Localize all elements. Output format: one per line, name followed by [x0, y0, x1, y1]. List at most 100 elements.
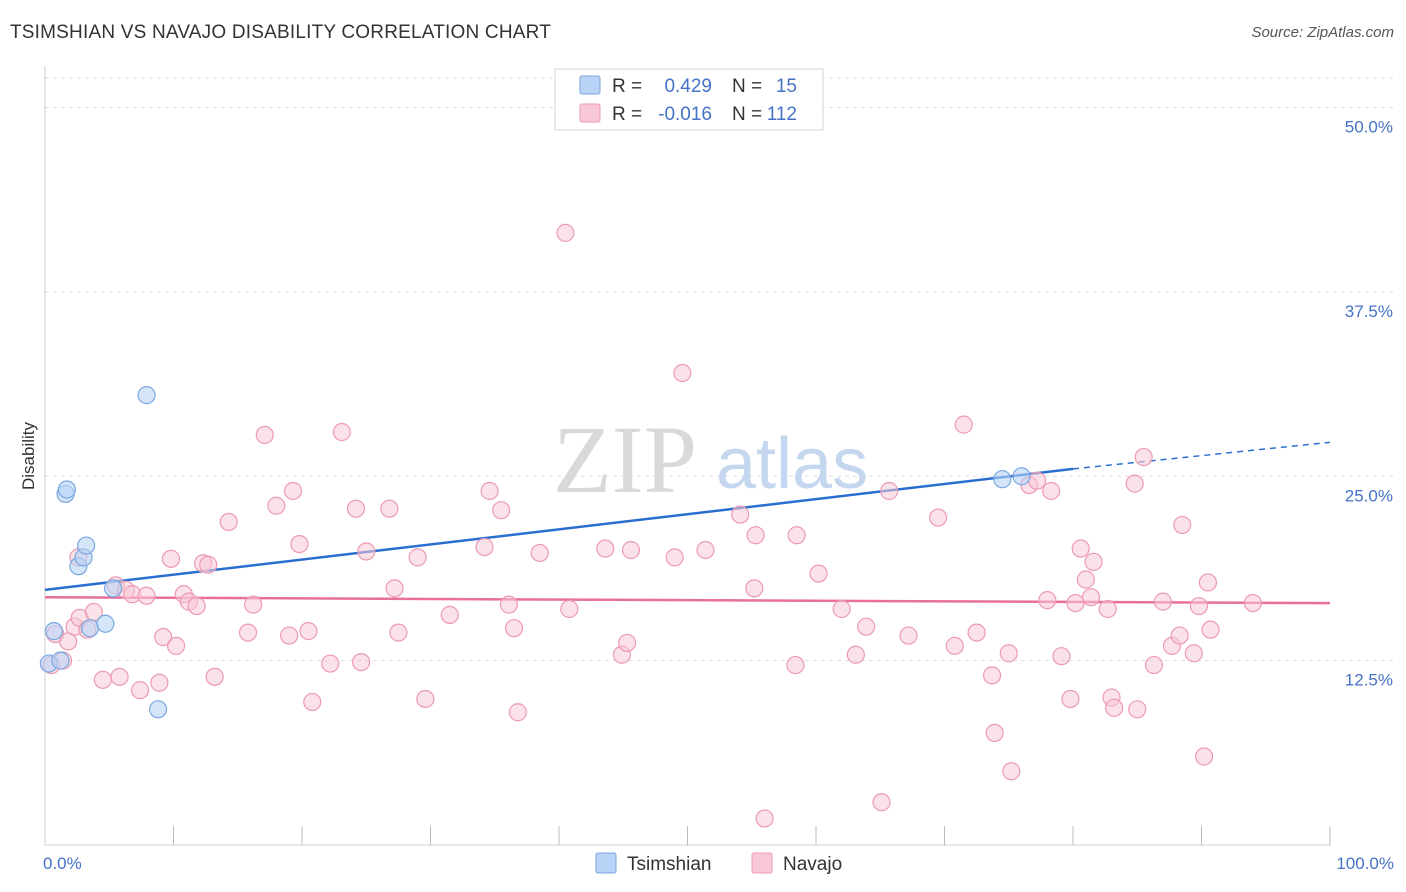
navajo-point [1027, 471, 1047, 490]
legend-n-value-1: 15 [776, 76, 797, 97]
y-axis-title: Disability [19, 421, 38, 490]
navajo-point [665, 548, 684, 567]
tsimshian-trend-extension [1072, 441, 1331, 470]
tsimshian-point [104, 579, 123, 598]
navajo-point [1134, 447, 1153, 467]
navajo-point [205, 667, 224, 686]
navajo-point [440, 605, 459, 625]
bottom-legend-label-navajo: Navajo [783, 854, 842, 875]
navajo-point [530, 543, 549, 563]
legend-n-label-2: N = [732, 104, 762, 125]
navajo-point [255, 425, 274, 445]
navajo-point [1170, 626, 1189, 645]
navajo-point [137, 586, 156, 605]
navajo-point [985, 723, 1004, 743]
navajo-point [244, 595, 263, 614]
navajo-point [954, 415, 973, 434]
tsimshian-point [44, 622, 64, 641]
bottom-legend-swatch-navajo [751, 852, 773, 874]
navajo-point [746, 526, 765, 545]
watermark-zip: ZIP [553, 406, 697, 513]
tsimshian-point [57, 480, 76, 499]
tsimshian-point [1012, 467, 1031, 486]
navajo-point [618, 633, 637, 653]
navajo-point [321, 654, 340, 673]
navajo-point [508, 703, 527, 722]
navajo-point [504, 619, 524, 638]
navajo-point [745, 579, 764, 598]
navajo-point [352, 652, 371, 672]
grid-layer [45, 77, 1394, 662]
top-legend: R = 0.429 N = 15 R = -0.016 N = 112 [554, 68, 824, 131]
navajo-point [480, 481, 499, 501]
points-layer [39, 223, 1263, 828]
tsimshian-point [137, 386, 156, 405]
navajo-point [110, 667, 129, 686]
navajo-point [1125, 474, 1144, 493]
navajo-point [967, 623, 986, 642]
navajo-point [1153, 592, 1173, 611]
navajo-point [154, 627, 173, 647]
navajo-point [899, 626, 918, 645]
legend-swatch-navajo [579, 103, 601, 123]
navajo-point [238, 623, 258, 642]
navajo-point [150, 673, 169, 692]
navajo-point [696, 540, 715, 560]
navajo-point [1084, 552, 1103, 571]
navajo-point [596, 539, 615, 558]
navajo-point [1052, 647, 1071, 666]
tsimshian-point [51, 651, 70, 670]
navajo-point [786, 655, 805, 675]
navajo-point [1071, 539, 1090, 558]
navajo-point [130, 681, 150, 700]
bottom-legend: Tsimshian Navajo [595, 852, 842, 875]
navajo-point [389, 623, 408, 642]
bottom-legend-label-tsimshian: Tsimshian [627, 854, 711, 875]
watermark-atlas: atlas [716, 424, 868, 504]
bottom-legend-swatch-tsimshian [595, 852, 617, 874]
navajo-point [1194, 747, 1214, 766]
legend-n-label-1: N = [732, 76, 762, 97]
navajo-point [1198, 573, 1218, 592]
navajo-point [161, 549, 181, 568]
navajo-point [499, 595, 518, 614]
navajo-point [809, 564, 828, 583]
navajo-point [1144, 655, 1164, 675]
navajo-point [857, 617, 876, 636]
y-tick-label: 12.5% [1345, 671, 1393, 690]
navajo-point [846, 645, 865, 664]
navajo-point [832, 599, 851, 619]
legend-swatch-tsimshian [579, 75, 601, 95]
y-tick-label: 50.0% [1345, 118, 1393, 137]
legend-r-value-2: -0.016 [658, 104, 712, 125]
navajo-point [1061, 689, 1080, 709]
navajo-point [1184, 644, 1203, 663]
tsimshian-point [96, 614, 115, 633]
navajo-point [416, 689, 435, 709]
navajo-point [1066, 593, 1085, 613]
navajo-point [872, 793, 891, 812]
navajo-point [1128, 700, 1147, 719]
navajo-point [357, 542, 376, 561]
navajo-point [560, 599, 579, 619]
navajo-point [408, 548, 427, 567]
navajo-point [93, 670, 112, 689]
navajo-point [280, 626, 299, 645]
navajo-point [267, 496, 286, 515]
axis-layer: 12.5% 25.0% 37.5% 50.0% 0.0% 100.0% [43, 66, 1394, 873]
navajo-point [556, 223, 575, 242]
navajo-point [755, 809, 774, 828]
navajo-point [492, 501, 511, 520]
tsimshian-point [148, 700, 168, 719]
legend-r-label-2: R = [612, 104, 642, 125]
navajo-trend-line [44, 595, 1331, 605]
y-tick-label: 37.5% [1345, 302, 1393, 321]
tsimshian-point [80, 619, 100, 638]
navajo-point [219, 512, 238, 532]
navajo-point [1105, 698, 1124, 717]
tsimshian-point [77, 536, 96, 555]
navajo-point [1173, 515, 1192, 535]
navajo-point [380, 499, 399, 518]
navajo-point [332, 422, 351, 442]
tsimshian-trend-line [44, 467, 1074, 592]
